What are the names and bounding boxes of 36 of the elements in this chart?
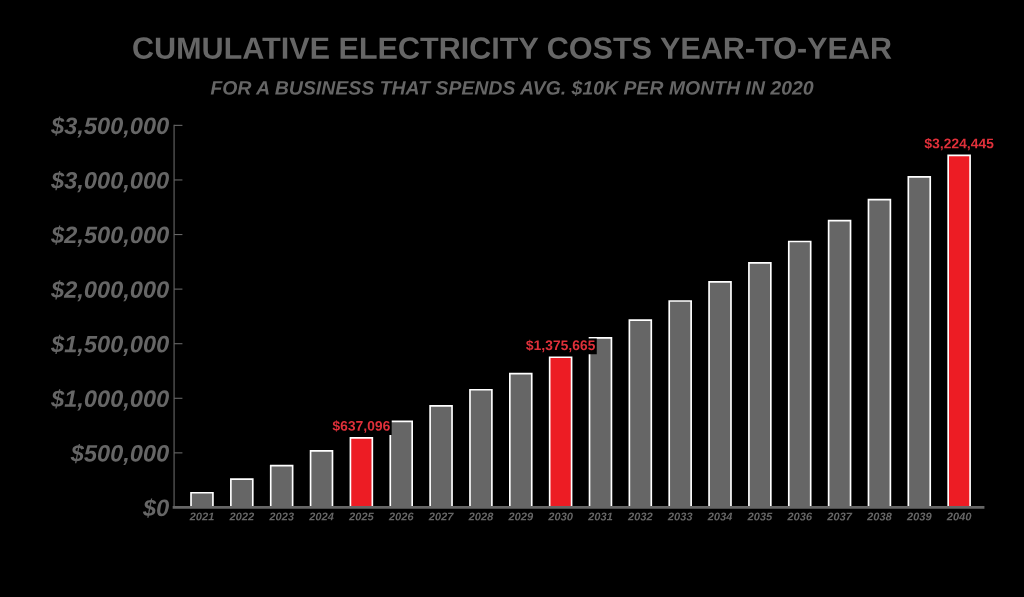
chart-title: CUMULATIVE ELECTRICITY COSTS YEAR-TO-YEAR: [133, 37, 892, 59]
x-tick-label: 2021: [189, 512, 214, 521]
data-label: $1,375,665: [526, 339, 595, 353]
x-tick-label: 2031: [587, 512, 613, 521]
x-tick-label: 2022: [229, 512, 255, 521]
x-tick-label: 2039: [906, 512, 932, 521]
x-tick-label: 2030: [548, 512, 573, 521]
y-tick-label: $1,000,000: [50, 389, 169, 411]
y-tick-label: $0: [142, 498, 169, 518]
x-tick-label: 2027: [428, 512, 454, 521]
x-tick-label: 2037: [827, 512, 853, 521]
x-tick-label: 2033: [667, 512, 693, 521]
bar: [548, 356, 573, 508]
x-tick-label: 2034: [707, 512, 733, 521]
bar: [349, 437, 374, 508]
y-tick-label: $500,000: [70, 443, 169, 466]
y-tick-label: $3,500,000: [50, 116, 169, 138]
data-label: $3,224,445: [924, 137, 994, 151]
y-tick-label: $2,500,000: [50, 225, 169, 247]
x-tick-label: 2038: [866, 512, 892, 521]
x-tick-label: 2023: [269, 512, 294, 521]
x-tick-label: 2026: [388, 512, 414, 521]
y-tick-label: $2,000,000: [50, 280, 169, 302]
x-tick-label: 2024: [308, 512, 334, 521]
bar: [947, 154, 971, 508]
y-tick-label: $3,000,000: [50, 170, 169, 193]
x-tick-label: 2028: [468, 512, 494, 521]
x-tick-label: 2025: [348, 512, 374, 521]
x-tick-label: 2035: [747, 512, 773, 521]
x-tick-label: 2032: [627, 512, 653, 521]
x-tick-label: 2036: [787, 512, 813, 521]
data-label: $637,096: [332, 420, 390, 433]
x-tick-label: 2029: [508, 512, 534, 521]
y-tick-label: $1,500,000: [50, 334, 169, 356]
chart-subtitle: FOR A BUSINESS THAT SPENDS AVG. $10K PER MONTH IN 2020: [210, 80, 814, 97]
x-tick-label: 2040: [946, 512, 972, 521]
